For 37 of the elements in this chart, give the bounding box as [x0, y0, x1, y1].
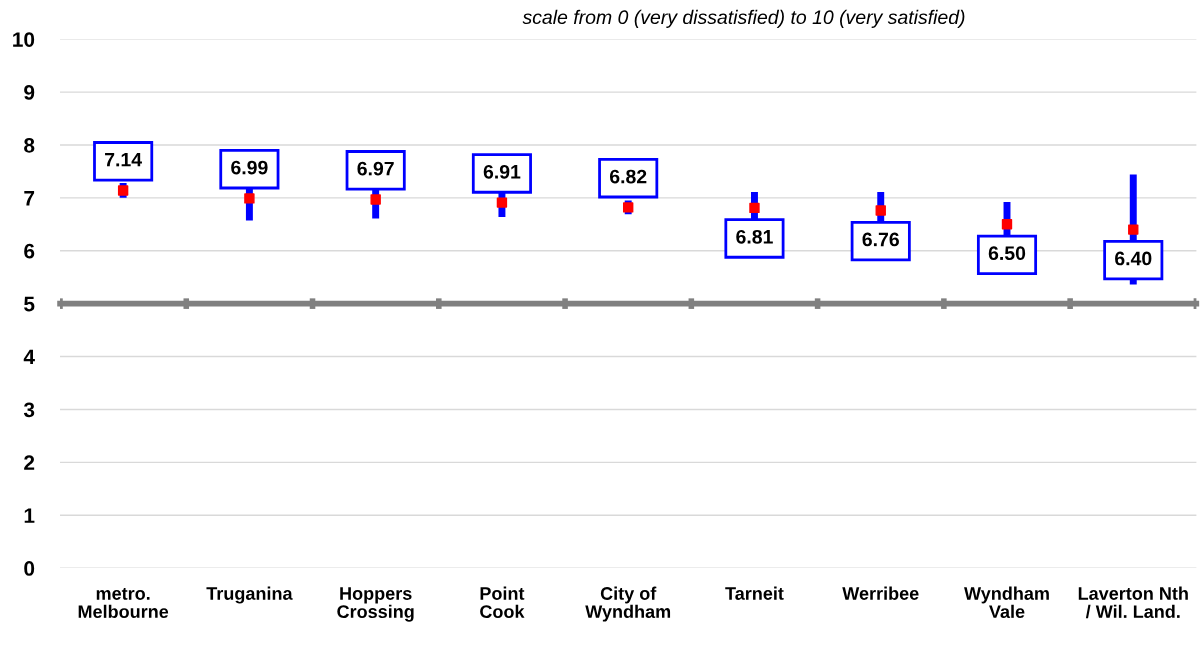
y-tick-label: 0 [24, 561, 35, 576]
point [370, 194, 381, 205]
x-tick-label: Werribee [842, 586, 919, 600]
point [1001, 219, 1013, 230]
text: 6.81 [736, 229, 773, 244]
y-tick-label: 10 [13, 32, 35, 47]
y-tick-label: 7 [24, 191, 35, 206]
x-tick-label: Point Cook [480, 586, 525, 619]
y-tick-label: 8 [24, 137, 35, 153]
y-tick-label: 3 [23, 402, 35, 418]
text: 7.14 [105, 152, 142, 167]
point [496, 197, 508, 208]
x-tick-label: City of Wyndham [585, 586, 671, 622]
x-tick-label: Wyndham Vale [964, 586, 1049, 619]
text: 6.82 [609, 169, 647, 184]
point [749, 202, 760, 214]
y-tick-label: 6 [24, 243, 35, 259]
y-tick-label: 2 [24, 455, 35, 470]
x-tick-label: Tarneit [725, 586, 784, 600]
point [875, 205, 886, 216]
y-tick-label: 1 [24, 508, 35, 523]
text: 6.76 [862, 232, 899, 247]
x-tick-label: Hoppers Crossing [337, 587, 414, 622]
point [1128, 224, 1139, 235]
text: 6.91 [483, 164, 521, 179]
y-tick-label: 9 [24, 85, 35, 100]
text: 6.99 [231, 160, 268, 175]
point [244, 193, 255, 204]
text: 6.50 [988, 246, 1026, 261]
x-tick-label: Truganina [206, 586, 293, 604]
chart-subtitle: scale from 0 (very dissatisfied) to 10 (very satisfied) [522, 9, 965, 28]
y-tick-label: 5 [24, 296, 35, 312]
x-tick-label: Laverton Nth / Wil. Land. [1078, 586, 1188, 619]
text: 6.97 [357, 161, 394, 176]
text: 6.40 [1115, 251, 1152, 266]
y-tick-label: 4 [23, 349, 35, 365]
x-tick-label: metro. Melbourne [78, 587, 169, 619]
